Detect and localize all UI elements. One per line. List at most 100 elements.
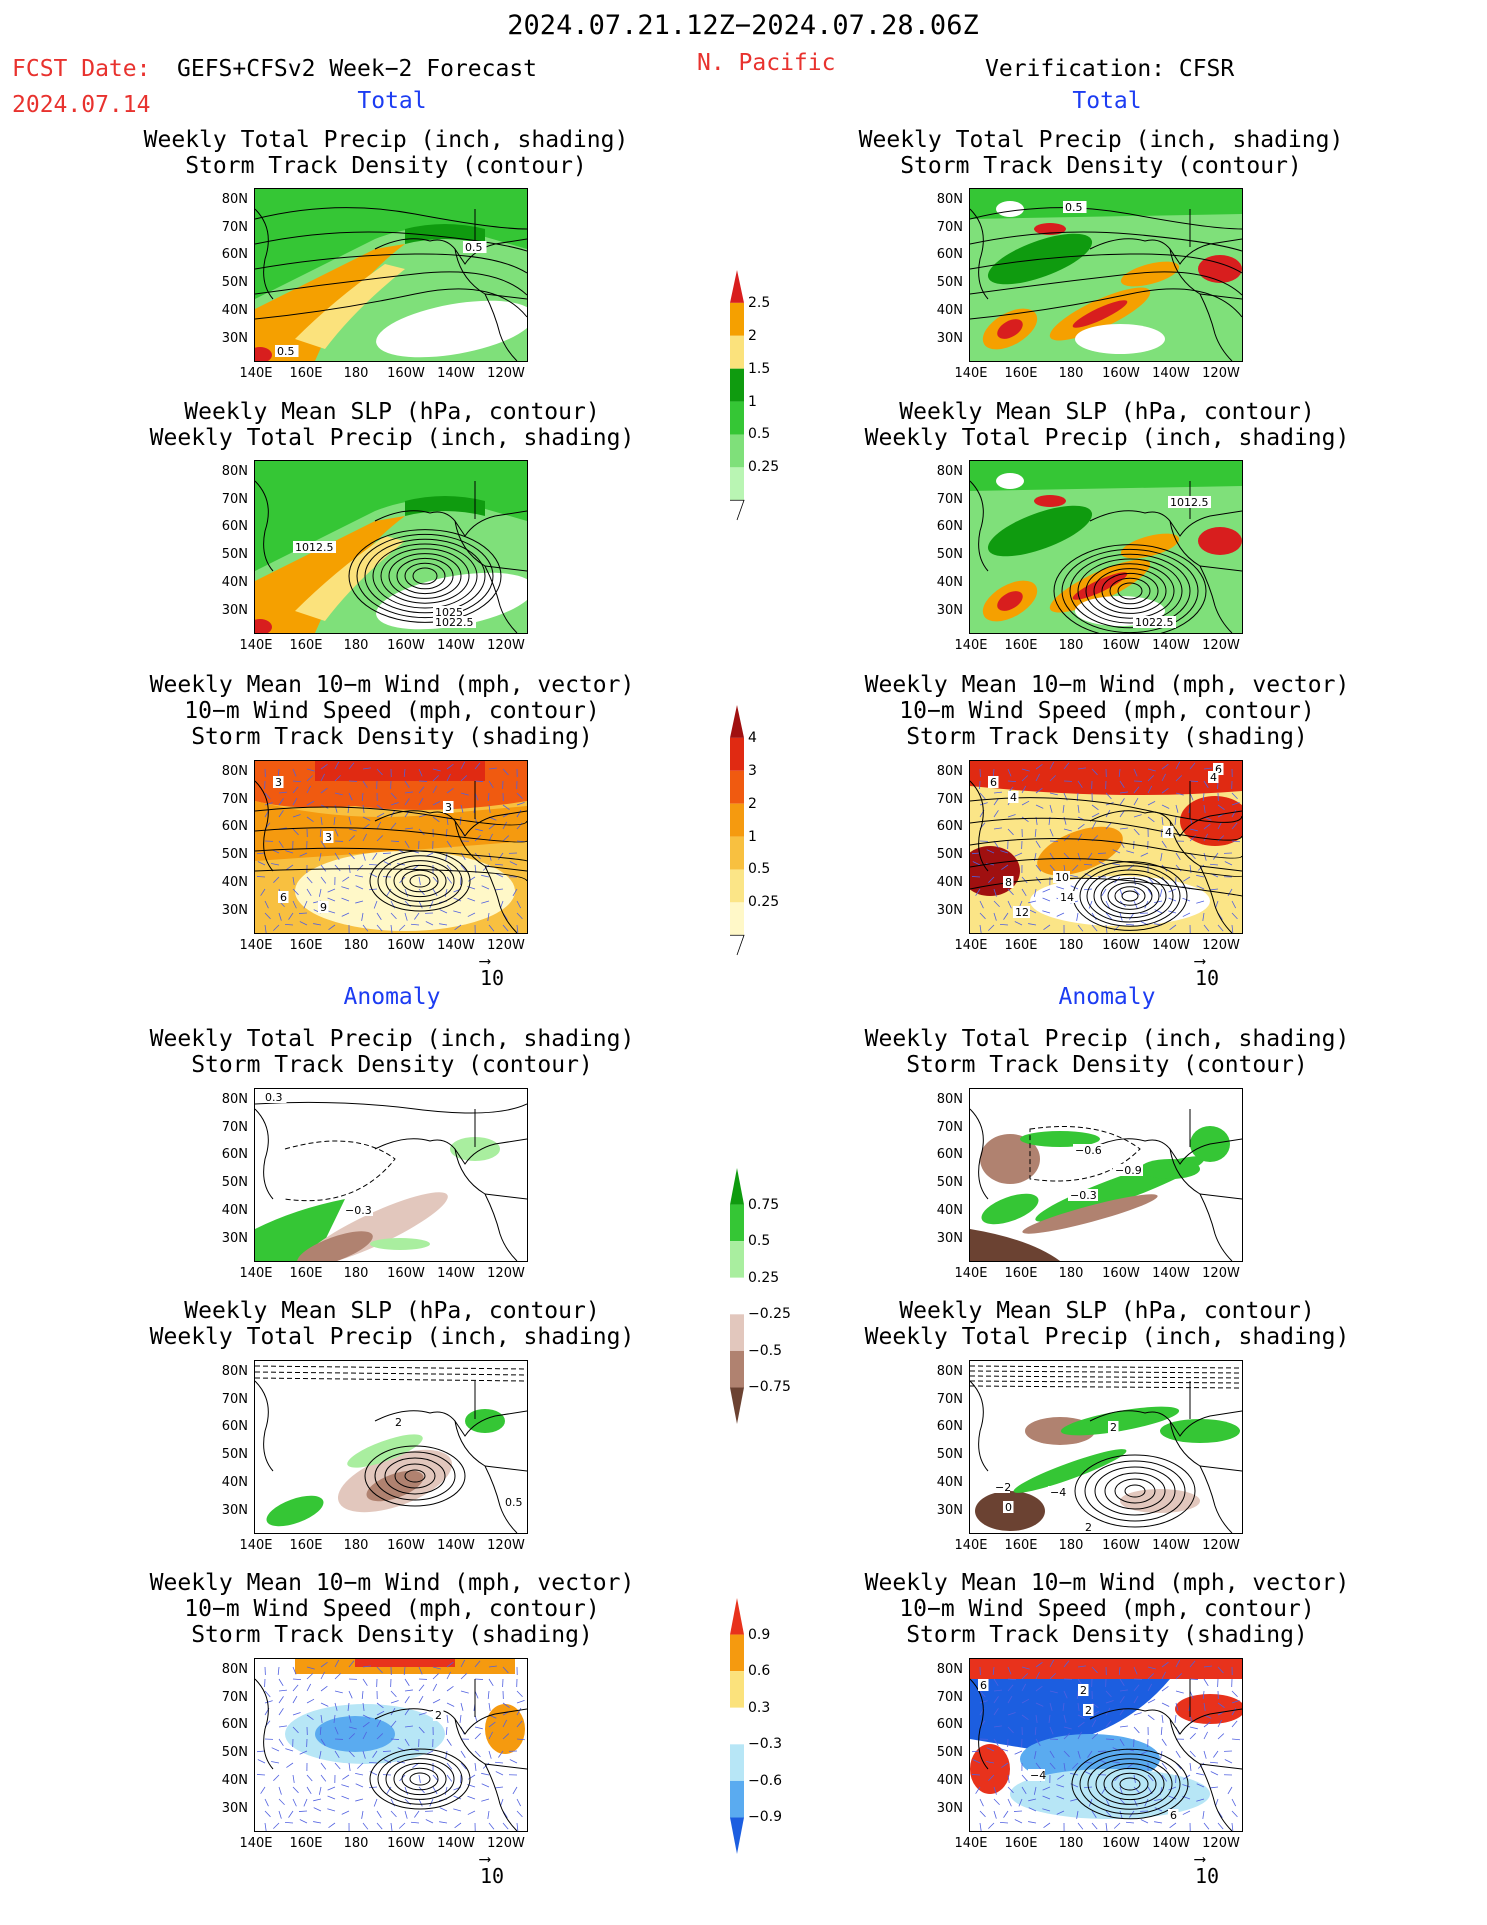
wind-vector	[488, 1702, 491, 1711]
isobar	[1085, 563, 1175, 619]
contour-label: 2	[393, 1416, 404, 1429]
wind-vector	[487, 1810, 490, 1819]
wind-vector	[1119, 827, 1128, 830]
wind-vector	[1203, 804, 1206, 813]
isobar	[364, 1445, 466, 1507]
wind-vector	[1161, 1661, 1169, 1668]
shading-blob	[997, 591, 1023, 611]
shading-band	[255, 461, 527, 571]
wind-vector	[1203, 1822, 1210, 1830]
wind-vector	[1133, 888, 1140, 896]
wind-vector	[975, 1786, 981, 1794]
wind-vector	[992, 1666, 995, 1675]
wind-vector	[1119, 791, 1128, 794]
wind-vector	[468, 876, 476, 882]
contour-label: 0.5	[503, 1496, 527, 1509]
wind-vector	[327, 1808, 336, 1812]
wind-vector	[1105, 924, 1108, 933]
wind-vector	[481, 900, 490, 904]
wind-vector	[1161, 1774, 1168, 1782]
svg-text:10: 10	[1055, 871, 1069, 884]
wind-vector	[328, 924, 336, 931]
isobar	[384, 1457, 446, 1495]
lon-tick-label: 160W	[387, 938, 425, 953]
wind-vector	[432, 775, 439, 782]
wind-vector	[1056, 912, 1065, 917]
fcst-date-label: FCST Date:	[12, 56, 151, 82]
svg-text:1025: 1025	[435, 606, 463, 619]
wind-vector	[277, 1666, 280, 1675]
contour-label: 6	[978, 1679, 989, 1692]
colorbar-swatch	[730, 902, 744, 936]
wind-vector	[390, 802, 399, 806]
panel-title: Weekly Mean SLP (hPa, contour) Weekly To…	[864, 1298, 1350, 1350]
contour-label: 1022.5	[433, 616, 476, 629]
shading-blob	[1037, 826, 1123, 876]
wind-vector	[1105, 1798, 1110, 1807]
lon-tick-label: 180	[1058, 1538, 1084, 1553]
wind-vector	[1133, 1726, 1140, 1734]
wind-vector	[1203, 1702, 1206, 1711]
coastline	[1169, 1148, 1233, 1261]
wind-vector	[256, 1750, 266, 1753]
wind-vector	[1077, 1731, 1082, 1740]
wind-vector	[313, 1807, 322, 1812]
lon-tick-label: 180	[343, 1266, 369, 1281]
wind-vector	[390, 1738, 400, 1740]
map-panel: 1012.5 1022.5	[969, 460, 1243, 634]
wind-vector	[333, 1714, 336, 1723]
lon-tick-label: 180	[343, 938, 369, 953]
wind-vector	[362, 852, 366, 861]
isobar	[377, 1753, 463, 1805]
wind-vector	[1147, 768, 1156, 772]
contour-line	[255, 1101, 527, 1114]
lat-tick-label: 30N	[936, 1800, 963, 1816]
shading-blob	[1180, 796, 1242, 846]
wind-vector	[1231, 792, 1238, 800]
wind-vector	[1160, 1726, 1163, 1736]
wind-vector	[382, 852, 392, 854]
shading-blob	[485, 1704, 525, 1754]
colorbar-swatch	[730, 401, 744, 435]
lon-tick-label: 140W	[1152, 1266, 1190, 1281]
wind-vector	[453, 1808, 462, 1812]
wind-vector	[1133, 797, 1139, 806]
wind-vector	[979, 900, 984, 909]
wind-vector	[348, 1726, 357, 1730]
wind-vector	[446, 1714, 449, 1723]
shading-band	[405, 496, 485, 516]
wind-vector	[1217, 1666, 1224, 1674]
contour-label: 0	[1003, 1501, 1014, 1514]
colorbar-label: 0.5	[748, 426, 771, 443]
vector-reference-label: 10	[480, 1864, 505, 1888]
lat-tick-label: 60N	[221, 519, 248, 535]
wind-vector	[404, 827, 413, 830]
wind-vector	[1133, 768, 1138, 777]
wind-vector	[1231, 900, 1237, 909]
wind-vector	[368, 1786, 378, 1789]
wind-vector	[425, 1819, 434, 1824]
colorbar-swatch	[730, 1350, 744, 1388]
wind-vector	[298, 1810, 308, 1812]
wind-vector	[1007, 1684, 1014, 1692]
wind-vector	[327, 910, 336, 914]
wind-vector	[278, 1798, 285, 1806]
lat-tick-label: 30N	[936, 1230, 963, 1246]
shading-blob	[366, 1470, 424, 1502]
wind-vector	[348, 1750, 355, 1758]
lon-tick-label: 160W	[387, 1538, 425, 1553]
wind-vector	[1105, 1822, 1108, 1831]
shading-blob	[450, 1137, 500, 1161]
wind-vector	[341, 1795, 350, 1800]
contour-line	[255, 806, 527, 826]
wind-vector	[445, 1726, 448, 1736]
wind-vector	[481, 1798, 490, 1802]
negative-contour	[255, 1377, 527, 1382]
colorbar-label: 2.5	[748, 294, 771, 311]
wind-vector	[1133, 814, 1142, 818]
lon-tick-label: 140E	[954, 938, 988, 953]
wind-vector	[1189, 835, 1196, 842]
svg-text:8: 8	[1005, 876, 1012, 889]
lon-tick-label: 180	[343, 638, 369, 653]
lat-tick-label: 40N	[936, 874, 963, 890]
